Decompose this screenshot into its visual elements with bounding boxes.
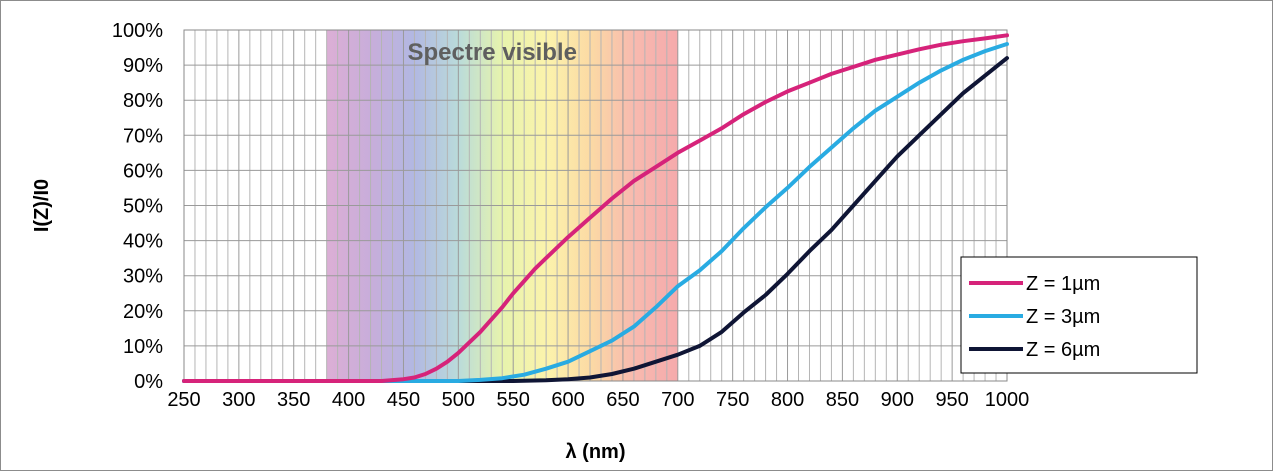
x-tick-label: 400: [332, 389, 365, 411]
y-tick-label: 60%: [123, 160, 163, 182]
y-tick-label: 70%: [123, 125, 163, 147]
visible-spectrum-label: Spectre visible: [408, 39, 577, 66]
grid: [183, 29, 1008, 382]
y-tick-labels: 0% 10% 20% 30% 40% 50% 60% 70% 80% 90% 100%: [112, 20, 163, 393]
y-tick-label: 10%: [123, 336, 163, 358]
x-tick-label: 300: [222, 389, 255, 411]
legend-label: Z = 3µm: [1026, 306, 1100, 328]
x-axis-title: λ (nm): [566, 441, 626, 463]
x-tick-label: 650: [606, 389, 639, 411]
x-tick-label: 950: [935, 389, 968, 411]
legend-label: Z = 1µm: [1026, 273, 1100, 295]
x-tick-label: 250: [167, 389, 200, 411]
x-tick-labels: 250 300 350 400 450 500 550 600 650 700 750 800 850 9…: [167, 389, 1029, 411]
y-tick-label: 80%: [123, 90, 163, 112]
x-tick-label: 1000: [985, 389, 1030, 411]
plot-area-border: [183, 29, 1008, 382]
x-tick-label: 600: [551, 389, 584, 411]
series-line: [182, 42, 1009, 383]
x-tick-label: 900: [881, 389, 914, 411]
legend: Z = 1µm Z = 3µm Z = 6µm: [960, 256, 1198, 374]
x-tick-label: 750: [716, 389, 749, 411]
y-tick-label: 20%: [123, 301, 163, 323]
x-tick-label: 800: [771, 389, 804, 411]
y-tick-label: 40%: [123, 231, 163, 253]
legend-label: Z = 6µm: [1026, 339, 1100, 361]
x-tick-label: 450: [387, 389, 420, 411]
x-tick-label: 700: [661, 389, 694, 411]
x-tick-label: 850: [826, 389, 859, 411]
y-axis-title: I(Z)/I0: [31, 179, 53, 232]
y-tick-label: 50%: [123, 196, 163, 218]
y-tick-label: 100%: [112, 20, 163, 42]
series-line: [182, 33, 1009, 383]
y-tick-label: 30%: [123, 266, 163, 288]
series-lines: [182, 33, 1009, 383]
y-tick-label: 0%: [134, 371, 163, 393]
y-tick-label: 90%: [123, 55, 163, 77]
x-tick-label: 500: [442, 389, 475, 411]
x-tick-label: 550: [497, 389, 530, 411]
x-tick-label: 350: [277, 389, 310, 411]
